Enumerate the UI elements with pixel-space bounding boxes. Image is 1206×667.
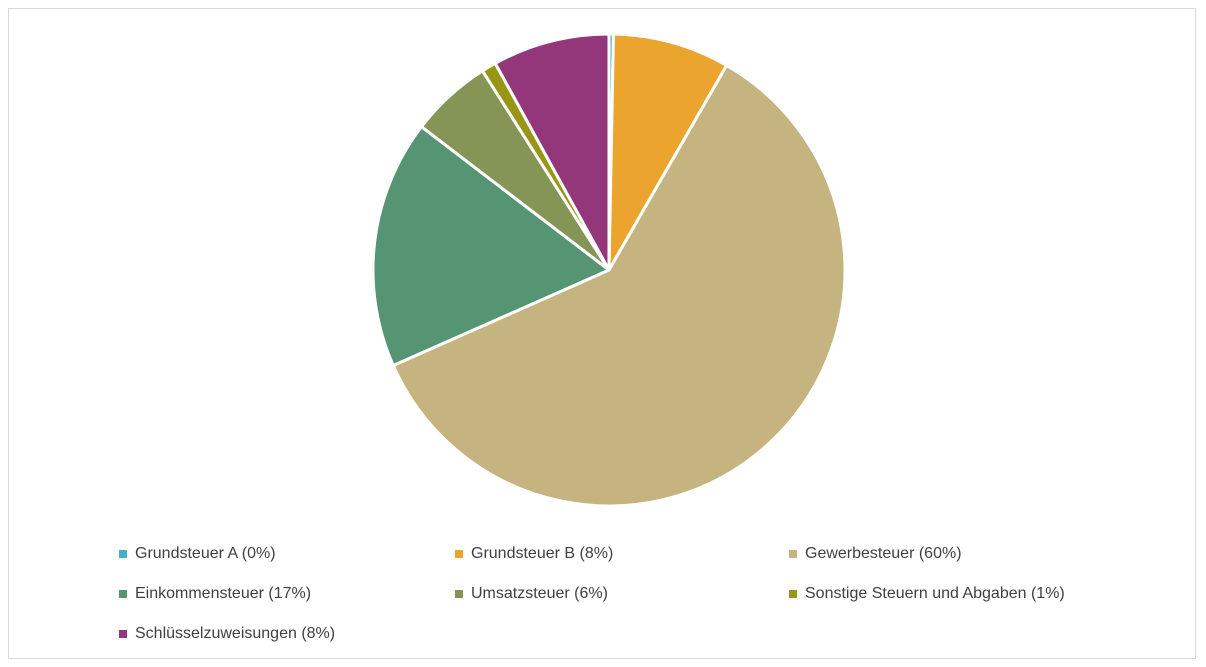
legend-swatch [789,550,797,558]
legend-swatch [119,550,127,558]
legend-label: Sonstige Steuern und Abgaben (1%) [805,585,1065,602]
pie-slice-2 [607,32,729,272]
legend-item: Grundsteuer A (0%) [119,545,276,563]
legend-label: Grundsteuer A (0%) [135,545,276,562]
legend-item: Grundsteuer B (8%) [455,545,613,563]
legend-label: Einkommensteuer (17%) [135,585,312,602]
legend-label: Schlüsselzuweisungen (8%) [135,625,336,642]
legend-item: Umsatzsteuer (6%) [455,585,608,603]
pie-slice-7 [493,32,611,272]
legend-item: Sonstige Steuern und Abgaben (1%) [789,585,1065,603]
chart-area: Grundsteuer A (0%) Grundsteuer B (8%) Gewe… [8,8,1196,659]
pie-chart [371,32,847,508]
legend-swatch [119,590,127,598]
legend-swatch [789,590,797,598]
legend-swatch [455,590,463,598]
pie-slice-4 [371,125,611,368]
legend-label: Gewerbesteuer (60%) [805,545,962,562]
legend-swatch [455,550,463,558]
legend-item: Einkommensteuer (17%) [119,585,311,603]
legend-item: Schlüsselzuweisungen (8%) [119,625,335,643]
pie-slice-3 [391,63,847,508]
legend-swatch [119,630,127,638]
legend-label: Umsatzsteuer (6%) [471,585,608,602]
legend-item: Gewerbesteuer (60%) [789,545,962,563]
legend-label: Grundsteuer B (8%) [471,545,614,562]
